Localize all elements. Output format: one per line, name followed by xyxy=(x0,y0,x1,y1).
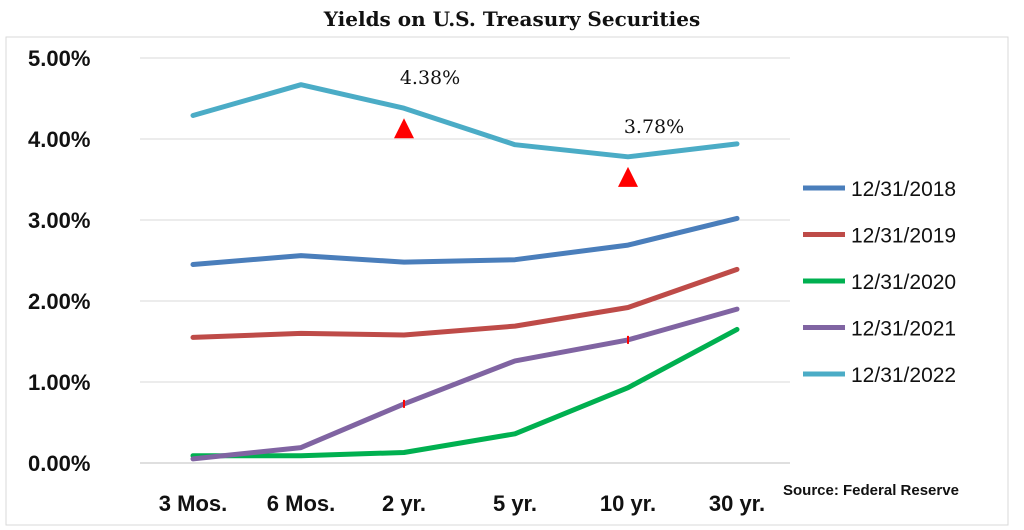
annotation-label: 3.78% xyxy=(624,116,684,138)
legend-label: 12/31/2018 xyxy=(851,178,956,201)
series-lines xyxy=(190,82,740,462)
y-tick-label: 0.00% xyxy=(28,451,90,476)
x-axis-ticks: 3 Mos. 6 Mos. 2 yr. 5 yr. 10 yr. 30 yr. xyxy=(159,491,765,516)
x-tick-label: 6 Mos. xyxy=(267,491,335,516)
annotation-marker xyxy=(394,118,414,139)
series-line xyxy=(190,82,740,160)
chart-border xyxy=(5,36,1009,526)
y-axis-ticks: 0.00% 1.00% 2.00% 3.00% 4.00% 5.00% xyxy=(28,46,90,476)
annotation-label: 4.38% xyxy=(400,67,460,89)
legend-label: 12/31/2021 xyxy=(851,318,956,341)
y-tick-label: 3.00% xyxy=(28,208,90,233)
legend: 12/31/2018 12/31/2019 12/31/2020 12/31/2021… xyxy=(803,178,956,387)
series-line xyxy=(190,266,740,340)
annotations: 4.38% 3.78% xyxy=(394,67,684,187)
x-tick-label: 10 yr. xyxy=(600,491,656,516)
legend-label: 12/31/2019 xyxy=(851,225,956,248)
x-tick-label: 30 yr. xyxy=(709,491,765,516)
gridlines xyxy=(140,57,790,464)
series-line xyxy=(190,306,740,462)
x-tick-label: 2 yr. xyxy=(382,491,426,516)
source-note: Source: Federal Reserve xyxy=(783,482,959,499)
x-tick-label: 3 Mos. xyxy=(159,491,227,516)
y-tick-label: 5.00% xyxy=(28,46,90,71)
y-tick-label: 2.00% xyxy=(28,289,90,314)
y-tick-label: 1.00% xyxy=(28,370,90,395)
legend-label: 12/31/2020 xyxy=(851,271,956,294)
x-tick-label: 5 yr. xyxy=(493,491,537,516)
series-line xyxy=(190,215,740,267)
chart-title: Yields on U.S. Treasury Securities xyxy=(323,7,701,31)
legend-label: 12/31/2022 xyxy=(851,364,956,387)
annotation-marker xyxy=(618,166,638,187)
y-tick-label: 4.00% xyxy=(28,127,90,152)
series-line xyxy=(190,326,740,459)
